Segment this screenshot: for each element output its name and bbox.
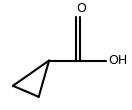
Text: O: O	[76, 2, 86, 15]
Text: OH: OH	[109, 54, 128, 67]
